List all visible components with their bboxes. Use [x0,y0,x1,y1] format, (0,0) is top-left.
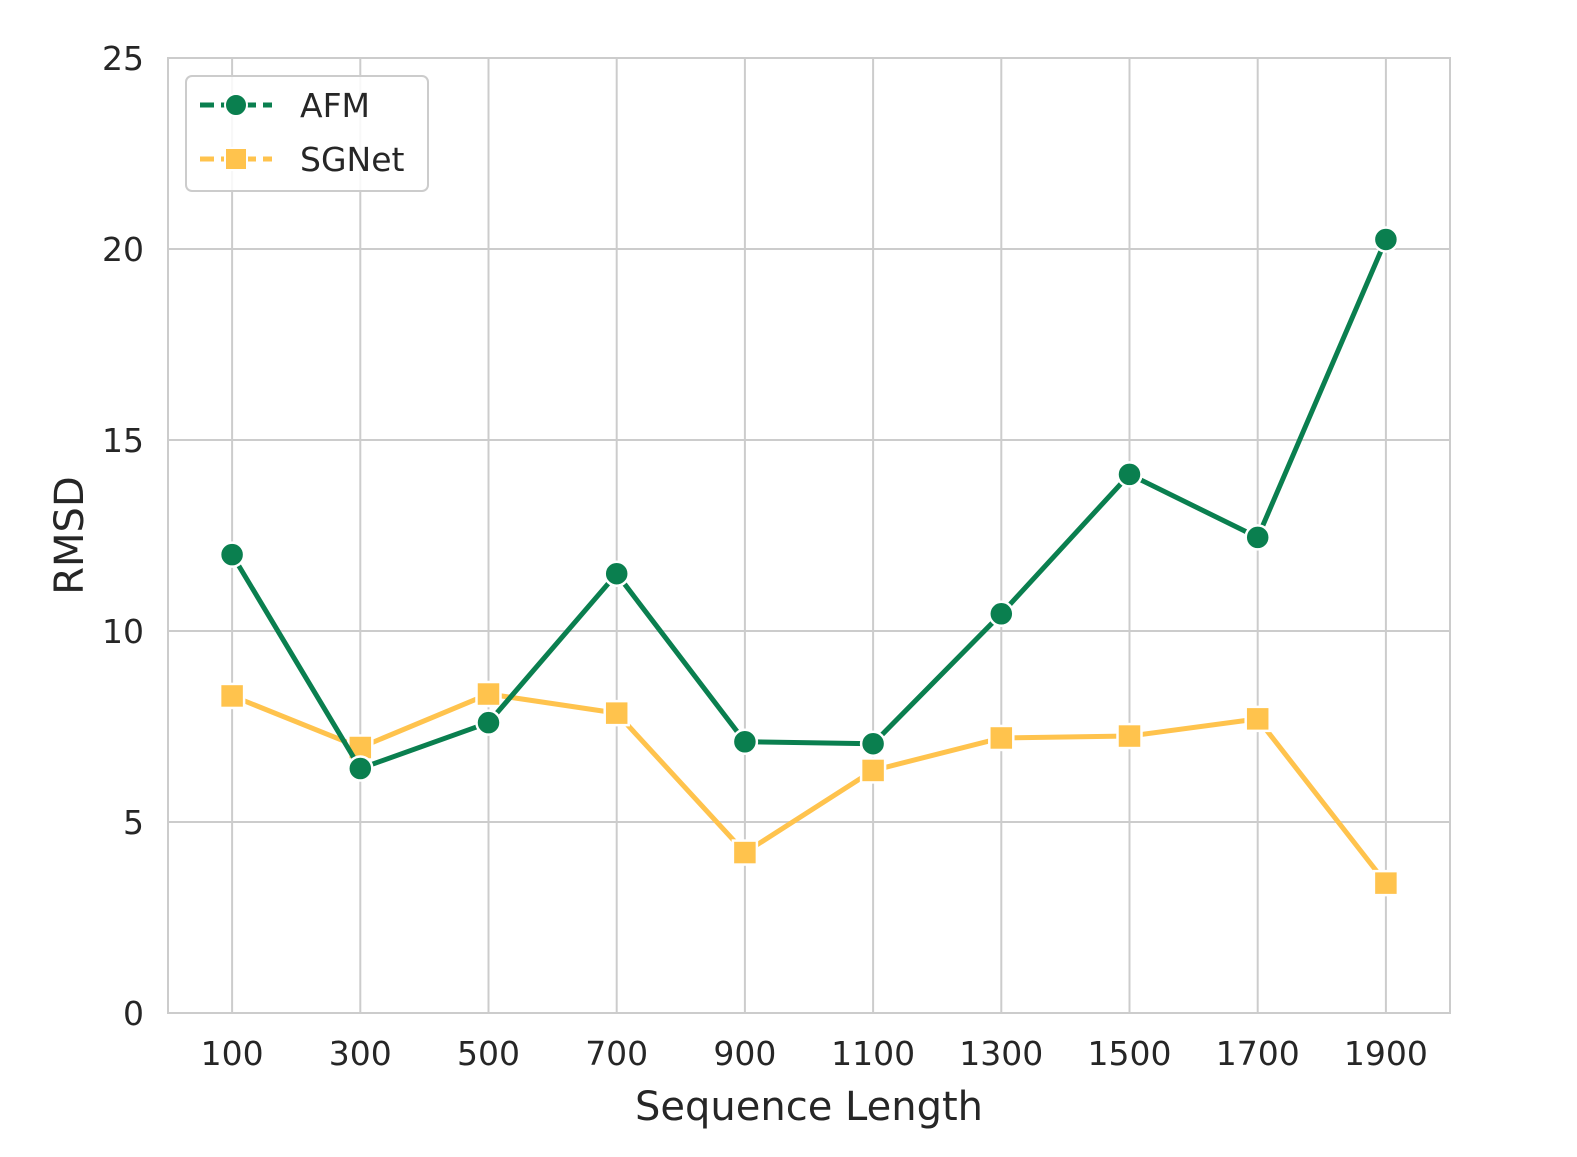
legend-label-sgnet: SGNet [300,140,405,179]
data-point [347,755,374,782]
data-point [1372,226,1400,253]
x-axis-label: Sequence Length [635,1084,983,1130]
x-tick-label: 1700 [1216,1034,1300,1073]
legend: AFM SGNet [185,75,429,192]
y-tick-label: 20 [102,230,144,269]
series-line [229,236,1389,772]
x-tick-label: 900 [713,1034,776,1073]
x-tick-label: 1900 [1344,1034,1428,1073]
series-line [229,691,1389,886]
data-point [1116,722,1143,750]
legend-marker-sgnet [224,147,248,171]
legend-label-afm: AFM [300,86,370,125]
series-layer [218,226,1400,897]
data-point [731,728,759,756]
data-point [1244,524,1271,551]
y-tick-label: 0 [123,994,144,1033]
data-point [475,709,502,736]
data-point [603,560,630,587]
data-point [1244,705,1271,733]
data-point [603,699,630,727]
y-axis-ticks: 0 5 10 15 20 25 [102,39,144,1033]
data-point [475,680,502,708]
x-tick-label: 500 [457,1034,520,1073]
y-axis-label: RMSD [47,476,93,595]
series-afm [218,226,1400,782]
x-tick-label: 700 [585,1034,648,1073]
x-tick-label: 300 [329,1034,392,1073]
x-tick-label: 1500 [1088,1034,1172,1073]
data-point [218,541,246,568]
x-tick-label: 100 [201,1034,264,1073]
series-sgnet [218,680,1400,897]
data-point [1372,869,1400,897]
data-point [218,682,246,710]
data-point [988,724,1015,752]
data-point [859,730,887,757]
data-point [731,839,759,866]
x-axis-ticks: 100 300 500 700 900 1100 1300 1500 1700 1900 [201,1034,1428,1073]
data-point [1116,461,1143,488]
data-point [988,600,1015,628]
data-point [859,757,887,784]
plot-area-frame [167,57,1451,1014]
y-tick-label: 25 [102,39,144,78]
y-tick-label: 10 [102,612,144,651]
x-tick-label: 1300 [959,1034,1043,1073]
y-tick-label: 5 [123,803,144,842]
y-tick-label: 15 [102,421,144,460]
x-tick-label: 1100 [831,1034,915,1073]
legend-marker-afm [224,93,248,117]
